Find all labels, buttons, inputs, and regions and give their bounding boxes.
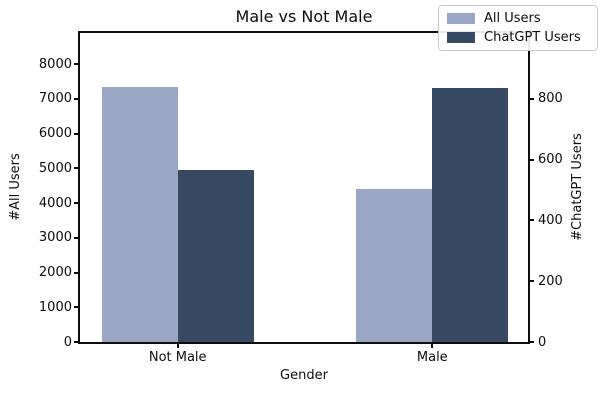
x-tick (431, 342, 434, 348)
y-tick-label-left: 2000 (38, 265, 72, 281)
legend-label-all-users: All Users (484, 11, 541, 26)
x-axis-label: Gender (280, 368, 328, 383)
y-tick-label-left: 4000 (38, 195, 72, 211)
legend-entry-all-users: All Users (447, 11, 589, 26)
y-tick-left (74, 63, 80, 66)
y-tick-label-left: 5000 (38, 160, 72, 176)
bar-all-users-not-male (101, 87, 178, 342)
y-tick-label-right: 0 (538, 334, 547, 350)
y-tick-label-right: 400 (538, 212, 563, 228)
legend-swatch-all-users-icon (447, 13, 475, 24)
y-tick-label-right: 600 (538, 152, 563, 168)
y-tick-left (74, 271, 80, 274)
y-tick-label-right: 800 (538, 91, 563, 107)
legend-entry-chatgpt-users: ChatGPT Users (447, 30, 589, 45)
legend-swatch-chatgpt-users-icon (447, 32, 475, 43)
y-tick-right (528, 97, 534, 100)
legend: All Users ChatGPT Users (438, 5, 598, 51)
plot-area (78, 31, 530, 344)
y-tick-label-left: 3000 (38, 230, 72, 246)
y-tick-left (74, 132, 80, 135)
y-tick-left (74, 97, 80, 100)
y-tick-label-left: 0 (63, 334, 72, 350)
bar-chatgpt-users-male (432, 88, 509, 342)
y-tick-label-left: 1000 (38, 299, 72, 315)
y-axis-label-left: #All Users (8, 153, 23, 221)
chart-title: Male vs Not Male (235, 7, 373, 26)
bar-chatgpt-users-not-male (177, 170, 254, 342)
y-tick-left (74, 341, 80, 343)
y-tick-right (528, 280, 534, 283)
legend-label-chatgpt-users: ChatGPT Users (484, 30, 581, 45)
y-tick-right (528, 341, 534, 343)
y-tick-label-left: 8000 (38, 56, 72, 72)
y-tick-right (528, 219, 534, 222)
x-tick-label: Male (416, 350, 448, 365)
y-tick-right (528, 158, 534, 161)
y-tick-left (74, 306, 80, 309)
y-tick-left (74, 236, 80, 239)
y-tick-label-left: 6000 (38, 126, 72, 142)
x-tick (176, 342, 179, 348)
y-axis-label-right: #ChatGPT Users (570, 133, 585, 241)
y-tick-label-left: 7000 (38, 91, 72, 107)
y-tick-left (74, 167, 80, 170)
y-tick-left (74, 202, 80, 205)
y-tick-label-right: 200 (538, 273, 563, 289)
bar-all-users-male (356, 188, 433, 342)
x-tick-label: Not Male (148, 350, 207, 365)
